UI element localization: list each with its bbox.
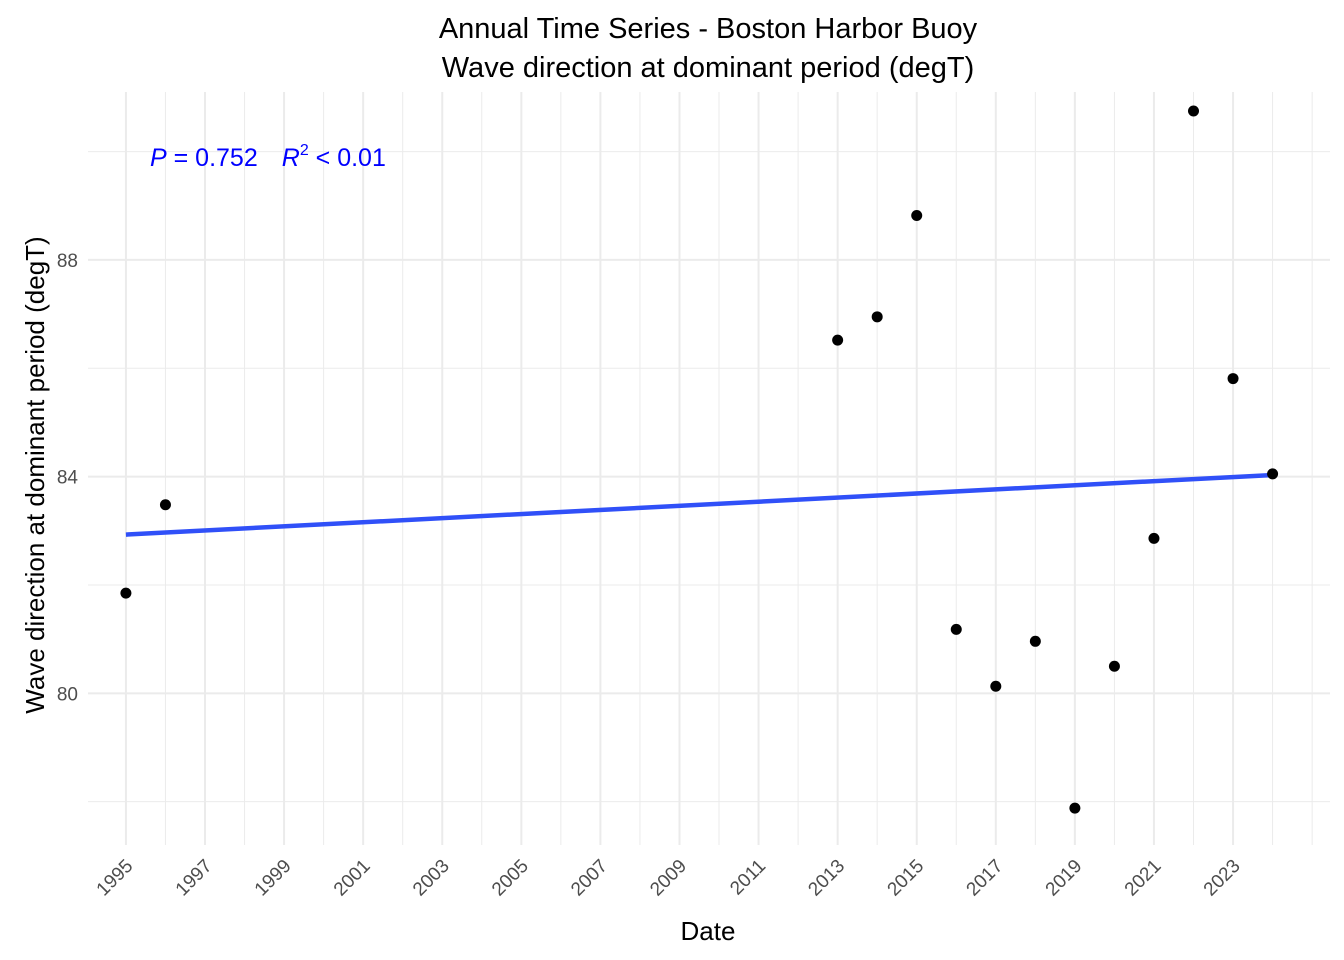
data-point <box>1267 468 1279 480</box>
data-point <box>832 334 844 346</box>
trend-line-group <box>125 472 1273 537</box>
p-label: P <box>150 144 167 172</box>
data-point <box>871 311 883 323</box>
y-axis-ticks: 80 84 88 <box>57 251 79 705</box>
x-tick-label: 1997 <box>172 856 217 901</box>
x-tick-label: 2013 <box>804 856 849 901</box>
r-value: < 0.01 <box>309 144 386 172</box>
x-tick-label: 2011 <box>726 856 770 900</box>
x-tick-label: 2003 <box>409 856 454 901</box>
chart-titles: Annual Time Series - Boston Harbor Buoy … <box>439 13 978 84</box>
grid <box>88 92 1330 845</box>
data-point <box>1188 105 1200 117</box>
data-points <box>120 105 1279 814</box>
r-label: R <box>282 144 300 172</box>
chart-subtitle: Wave direction at dominant period (degT) <box>442 52 974 84</box>
y-tick-label: 88 <box>57 251 78 272</box>
x-tick-label: 2023 <box>1200 856 1245 901</box>
p-value: = 0.752 <box>167 144 258 172</box>
data-point <box>950 623 962 635</box>
y-tick-label: 80 <box>57 684 78 705</box>
x-tick-label: 1995 <box>93 856 138 901</box>
x-tick-label: 2009 <box>646 856 691 901</box>
stat-annotation: P = 0.752 R2 < 0.01 <box>150 142 386 172</box>
data-point <box>159 499 171 511</box>
x-tick-label: 2017 <box>963 856 1008 901</box>
x-tick-label: 2007 <box>567 856 612 901</box>
x-tick-label: 2015 <box>884 856 929 901</box>
data-point <box>1069 802 1081 814</box>
data-point <box>1227 373 1239 385</box>
data-point <box>911 210 923 222</box>
data-point <box>1029 635 1041 647</box>
x-axis-ticks: 1995 1997 1999 2001 2003 2005 2007 2009 2011 2013… <box>93 856 1245 901</box>
x-tick-label: 1999 <box>251 856 296 901</box>
data-point <box>120 587 132 599</box>
x-axis-label: Date <box>681 916 736 946</box>
x-tick-label: 2019 <box>1042 856 1087 901</box>
data-point <box>990 680 1002 692</box>
x-tick-label: 2001 <box>330 856 375 901</box>
r-superscript: 2 <box>300 142 309 159</box>
y-axis-label: Wave direction at dominant period (degT) <box>20 236 50 713</box>
x-tick-label: 2021 <box>1121 856 1166 901</box>
y-tick-label: 84 <box>57 468 79 489</box>
chart-title: Annual Time Series - Boston Harbor Buoy <box>439 13 978 45</box>
data-point <box>1108 660 1120 672</box>
x-tick-label: 2005 <box>488 856 533 901</box>
trend-line <box>125 472 1273 537</box>
data-point <box>1148 532 1160 544</box>
